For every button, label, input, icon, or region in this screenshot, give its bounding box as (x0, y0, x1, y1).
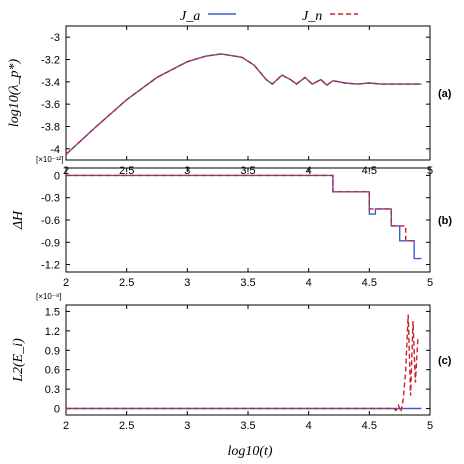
x-tick-label: 3 (184, 420, 190, 432)
y-tick-label: -0.6 (41, 215, 60, 227)
panel-label: (a) (438, 88, 452, 100)
x-tick-label: 5 (427, 277, 433, 289)
y-axis-label: L2(E_i) (11, 338, 26, 383)
x-tick-label: 3.5 (240, 420, 255, 432)
series-line-ja (66, 174, 422, 260)
y-axis-label: log10(λ_p*) (7, 59, 22, 128)
series-line-jn (66, 174, 415, 242)
x-tick-label: 2 (63, 420, 69, 432)
x-tick-label: 4 (306, 277, 312, 289)
series-line-jn (66, 314, 419, 415)
x-tick-label: 2 (63, 277, 69, 289)
x-tick-label: 5 (427, 420, 433, 432)
panel-a: 22.533.544.55-4-3.8-3.6-3.4-3.2-3log10(λ… (7, 25, 452, 177)
y-axis-label: ΔH (11, 210, 26, 230)
y-tick-label: 1.2 (45, 326, 60, 338)
x-tick-label: 2.5 (119, 420, 134, 432)
legend: J_a J_n (180, 9, 358, 24)
y-tick-label: -3.6 (41, 99, 60, 111)
y-tick-label: 0.3 (45, 384, 60, 396)
series-line-jn (65, 53, 422, 155)
panel-b: 2 2.5 3 3.5 4 4.5 5 0 -0.3 -0.6 -0.9 -1.2 ΔH (b) [×10⁻… (11, 155, 452, 289)
y-tick-label: 0 (54, 170, 60, 182)
y-tick-label: 0.9 (45, 345, 60, 357)
plot-frame (65, 304, 431, 416)
y-tick-label: -3.4 (41, 77, 60, 89)
panel-c: 2 2.5 3 3.5 4 4.5 5 0 0.3 0.6 0.9 1.2 1.5 L2(E_i) (c) [… (11, 292, 452, 432)
y-tick-label: 1.5 (45, 306, 60, 318)
y-tick-label: -0.9 (41, 237, 60, 249)
series-line-ja (65, 53, 422, 155)
panel-label: (c) (438, 355, 452, 367)
y-tick-label: -1.2 (41, 260, 60, 272)
x-tick-label: 4 (306, 420, 312, 432)
axis-multiplier: [×10⁻¹²] (36, 155, 64, 164)
y-tick-label: -3.8 (41, 122, 60, 134)
y-tick-label: 0 (54, 404, 60, 416)
y-tick-label: -0.3 (41, 193, 60, 205)
x-tick-label: 3 (184, 277, 190, 289)
y-tick-label: 0.6 (45, 365, 60, 377)
x-axis-label: log10(t) (227, 444, 272, 459)
x-tick-label: 2.5 (119, 277, 134, 289)
plot-frame (65, 167, 431, 273)
x-tick-label: 4.5 (362, 277, 377, 289)
x-tick-label: 4.5 (362, 420, 377, 432)
axis-multiplier: [×10⁻⁸] (36, 292, 62, 301)
plot-frame (65, 25, 431, 161)
y-tick-label: -3 (50, 32, 60, 44)
y-tick-label: -4 (50, 144, 60, 156)
x-tick-label: 3.5 (240, 277, 255, 289)
panel-label: (b) (438, 215, 452, 227)
legend-label-jn: J_n (302, 9, 322, 24)
y-tick-label: -3.2 (41, 55, 60, 67)
legend-label-ja: J_a (180, 9, 200, 24)
